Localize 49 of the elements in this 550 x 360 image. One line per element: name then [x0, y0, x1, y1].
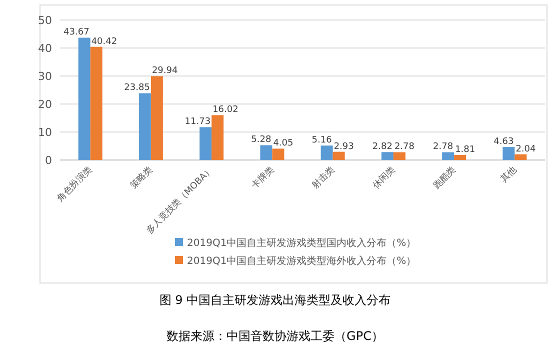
x-tick-label: 其他 — [498, 164, 519, 185]
data-label: 43.67 — [64, 28, 90, 38]
legend-label: 2019Q1中国自主研发游戏类型国内收入分布（%） — [187, 237, 416, 249]
bar — [78, 38, 90, 160]
data-label: 1.81 — [455, 144, 476, 155]
y-tick-label: 20 — [38, 98, 52, 111]
bar — [260, 145, 272, 160]
x-tick-label: 跑酷类 — [431, 164, 458, 192]
data-label: 29.94 — [152, 66, 178, 76]
data-label: 5.28 — [251, 135, 272, 146]
bar — [381, 152, 394, 160]
bar — [90, 46, 102, 160]
bar — [514, 154, 527, 160]
text: 图 9 中国自主研发游戏出海类型及收入分布 — [159, 293, 391, 307]
data-label: 2.82 — [372, 142, 392, 152]
bar — [200, 127, 212, 160]
data-label: 40.42 — [91, 36, 118, 47]
data-label: 11.73 — [184, 117, 211, 128]
y-tick-label: 10 — [38, 126, 52, 139]
x-tick-label: 射击类 — [310, 164, 337, 192]
bar — [320, 146, 333, 160]
bar — [138, 93, 151, 160]
data-label: 5.16 — [312, 136, 332, 146]
bar — [272, 148, 284, 160]
source-note: 数据来源：中国音数协游戏工委（GPC） — [166, 329, 384, 343]
data-label: 23.85 — [124, 83, 150, 94]
data-label: 2.04 — [516, 144, 536, 154]
data-label: 4.05 — [273, 138, 294, 149]
data-label: 2.78 — [433, 142, 454, 152]
bar — [393, 152, 406, 160]
y-tick-label: 0 — [45, 154, 52, 167]
x-tick-label: 策略类 — [128, 164, 156, 192]
data-label: 2.93 — [334, 142, 354, 152]
data-label: 16.02 — [212, 105, 238, 116]
bar — [150, 76, 163, 160]
x-tick-label: 卡牌类 — [249, 164, 276, 192]
bar — [212, 115, 224, 160]
y-tick-label: 30 — [38, 70, 52, 83]
legend-label: 2019Q1中国自主研发游戏类型海外收入分布（%） — [187, 255, 416, 267]
y-tick-label: 50 — [38, 14, 52, 27]
y-tick-label: 40 — [38, 42, 52, 55]
bar — [502, 147, 515, 160]
x-tick-label: 休闲类 — [370, 164, 398, 192]
data-label: 4.63 — [494, 137, 514, 148]
bar — [442, 152, 454, 160]
bar — [332, 152, 345, 160]
bar — [454, 154, 466, 160]
data-label: 2.78 — [394, 142, 415, 152]
x-tick-label: 角色扮演类 — [54, 164, 94, 204]
